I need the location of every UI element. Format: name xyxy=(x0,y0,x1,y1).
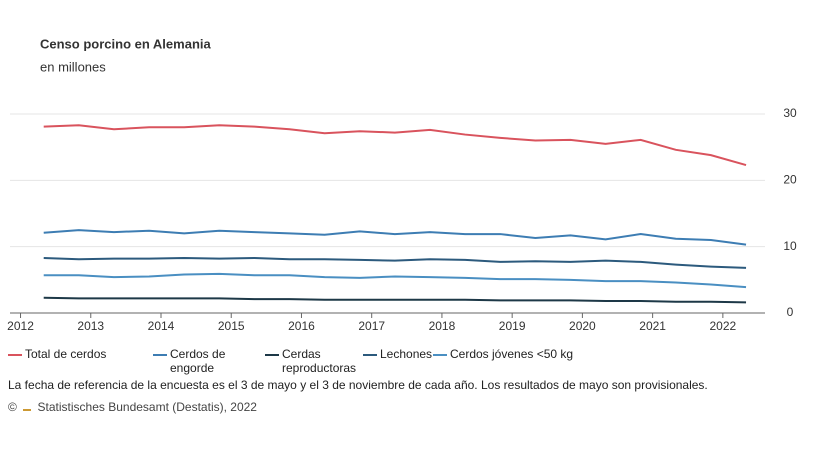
x-tick-label: 2014 xyxy=(148,319,175,333)
legend-label: Cerdos jóvenes <50 kg xyxy=(450,347,574,361)
source-line: © Statistisches Bundesamt (Destatis), 20… xyxy=(8,400,257,414)
series-line xyxy=(43,296,747,304)
y-tick-label: 30 xyxy=(783,106,797,120)
x-tick-label: 2020 xyxy=(569,319,596,333)
x-tick-label: 2019 xyxy=(499,319,526,333)
chart-title: Censo porcino en Alemania xyxy=(40,36,211,51)
legend-swatch xyxy=(8,354,22,356)
legend-label: Total de cerdos xyxy=(25,347,107,361)
x-tick-label: 2012 xyxy=(7,319,34,333)
legend-label: Cerdos de engorde xyxy=(170,347,226,375)
x-tick-label: 2015 xyxy=(218,319,245,333)
source: Statistisches Bundesamt (Destatis), 2022 xyxy=(37,400,257,414)
logo xyxy=(23,401,32,411)
x-tick-label: 2021 xyxy=(639,319,666,333)
y-tick-label: 20 xyxy=(783,173,797,187)
note: La fecha de referencia de la encuesta es… xyxy=(8,378,708,392)
legend-swatch xyxy=(153,354,167,356)
x-tick-label: 2022 xyxy=(710,319,737,333)
legend-label: Cerdas reproductoras xyxy=(282,347,357,375)
legend-swatch xyxy=(363,354,377,356)
legend-label: Lechones xyxy=(380,347,433,361)
x-tick-label: 2013 xyxy=(77,319,104,333)
series-line xyxy=(43,229,747,246)
series-line xyxy=(43,256,747,269)
x-tick-label: 2018 xyxy=(429,319,456,333)
copyright: © xyxy=(8,400,17,414)
chart-subtitle: en millones xyxy=(40,59,106,74)
y-tick-label: 0 xyxy=(787,305,794,319)
legend-swatch xyxy=(433,354,447,356)
series-line xyxy=(43,272,747,289)
y-tick-label: 10 xyxy=(783,239,797,253)
series-line xyxy=(43,124,747,167)
x-tick-label: 2016 xyxy=(288,319,315,333)
legend-swatch xyxy=(265,354,279,356)
x-tick-label: 2017 xyxy=(358,319,385,333)
